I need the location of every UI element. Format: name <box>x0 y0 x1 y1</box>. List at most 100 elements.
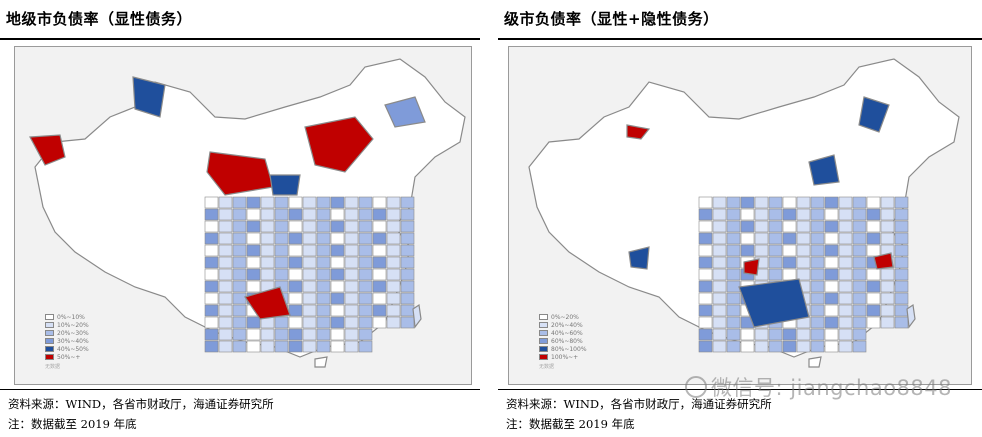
map-region <box>218 280 233 293</box>
map-region <box>698 280 713 293</box>
map-region <box>852 232 867 245</box>
map-region <box>246 256 261 269</box>
map-region <box>344 292 359 305</box>
map-region <box>288 220 303 233</box>
map-region <box>852 244 867 257</box>
map-region <box>260 196 275 209</box>
map-region <box>698 244 713 257</box>
map-region <box>260 340 275 353</box>
map-region <box>246 340 261 353</box>
map-region <box>330 208 345 221</box>
map-region <box>726 280 741 293</box>
map-region <box>838 268 853 281</box>
map-region <box>274 316 289 329</box>
map-region <box>880 208 895 221</box>
map-region <box>260 268 275 281</box>
map-region <box>824 304 839 317</box>
map-region <box>740 232 755 245</box>
map-region <box>810 196 825 209</box>
map-region <box>232 244 247 257</box>
map-region <box>880 220 895 233</box>
map-region <box>768 256 783 269</box>
map-region <box>218 232 233 245</box>
left-legend-item: 10%~20% <box>45 321 89 329</box>
map-region <box>274 328 289 341</box>
map-region <box>698 328 713 341</box>
map-region <box>288 340 303 353</box>
map-region <box>894 256 909 269</box>
map-region <box>288 268 303 281</box>
left-map-regions <box>29 58 466 368</box>
left-china-map <box>29 58 466 368</box>
map-region <box>698 256 713 269</box>
map-region <box>810 220 825 233</box>
map-region <box>768 196 783 209</box>
map-region <box>754 340 769 353</box>
map-region <box>894 292 909 305</box>
legend-swatch <box>45 330 54 336</box>
map-region <box>274 244 289 257</box>
map-region <box>344 208 359 221</box>
map-region <box>330 292 345 305</box>
map-region <box>274 220 289 233</box>
map-region <box>316 220 331 233</box>
map-region <box>232 232 247 245</box>
map-region <box>204 220 219 233</box>
map-region <box>782 244 797 257</box>
map-region <box>726 256 741 269</box>
map-region <box>726 304 741 317</box>
right-title-rule <box>498 38 982 40</box>
map-region <box>782 340 797 353</box>
left-legend: 0%~10% 10%~20% 20%~30% 30%~40% 40%~50% 5… <box>45 313 89 370</box>
map-region <box>880 280 895 293</box>
legend-label: 50%~+ <box>57 353 81 361</box>
map-region <box>218 196 233 209</box>
map-region <box>880 232 895 245</box>
map-region <box>218 244 233 257</box>
map-region <box>400 196 415 209</box>
map-region <box>838 340 853 353</box>
map-region <box>372 256 387 269</box>
map-region <box>288 256 303 269</box>
map-region <box>330 304 345 317</box>
highlight-region <box>132 76 166 118</box>
map-region <box>218 256 233 269</box>
map-region <box>204 256 219 269</box>
legend-label: 80%~100% <box>551 345 587 353</box>
map-region <box>344 196 359 209</box>
map-region <box>810 304 825 317</box>
legend-swatch <box>45 322 54 328</box>
map-region <box>824 244 839 257</box>
legend-swatch <box>45 354 54 360</box>
map-region <box>288 304 303 317</box>
map-region <box>712 208 727 221</box>
map-region <box>302 256 317 269</box>
map-region <box>810 232 825 245</box>
map-region <box>824 208 839 221</box>
map-region <box>330 268 345 281</box>
highlight-region <box>29 134 66 166</box>
map-region <box>302 304 317 317</box>
right-date-note: 注：数据截至 2019 年底 <box>506 417 635 431</box>
map-region <box>796 340 811 353</box>
map-region <box>204 304 219 317</box>
map-region <box>344 244 359 257</box>
map-region <box>796 232 811 245</box>
wechat-icon <box>685 376 708 398</box>
map-region <box>316 328 331 341</box>
map-region <box>372 208 387 221</box>
right-legend-item: 40%~60% <box>539 329 587 337</box>
map-region <box>386 304 401 317</box>
map-region <box>712 304 727 317</box>
map-region <box>782 220 797 233</box>
map-region <box>386 256 401 269</box>
map-region <box>204 244 219 257</box>
map-region <box>796 268 811 281</box>
legend-swatch <box>539 330 548 336</box>
left-map-frame: 0%~10% 10%~20% 20%~30% 30%~40% 40%~50% 5… <box>14 46 472 385</box>
highlight-region <box>304 116 374 173</box>
map-region <box>344 220 359 233</box>
map-region <box>218 304 233 317</box>
highlight-region <box>858 96 890 133</box>
map-region <box>246 196 261 209</box>
